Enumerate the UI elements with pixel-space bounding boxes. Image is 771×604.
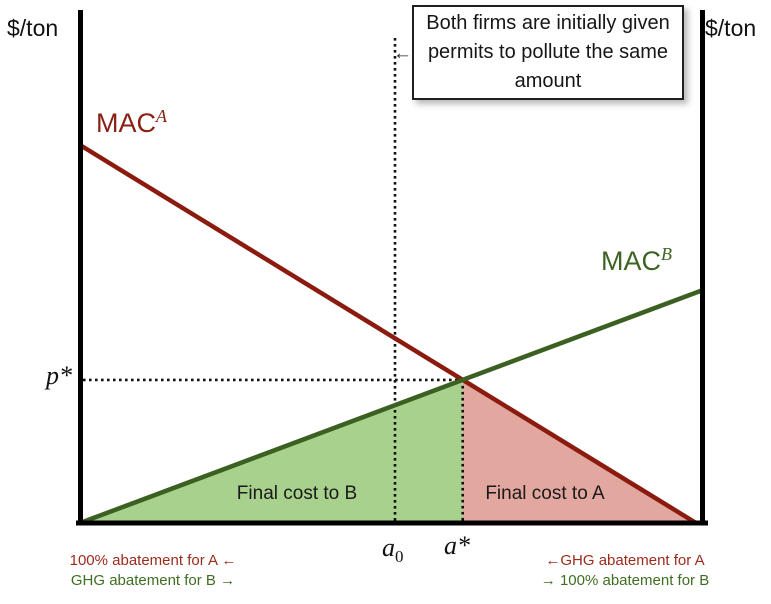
footnote-left-abatement-a: 100% abatement for A ←: [69, 552, 237, 569]
footnote-left-abatement-b: GHG abatement for B →: [70, 572, 236, 589]
left-axis-unit-label: $/ton: [7, 15, 59, 41]
annotation-arrow-icon: ←: [393, 43, 412, 64]
final-cost-a-label: Final cost to A: [485, 483, 605, 504]
final-cost-b-label: Final cost to B: [236, 483, 358, 504]
mac-b-label-base: MAC: [601, 246, 661, 276]
a-star-label: a*: [444, 531, 470, 560]
footnote-right-abatement-a: ←GHG abatement for A: [545, 552, 705, 569]
price-star-label: p*: [46, 361, 72, 390]
footnote-right-abatement-b: → 100% abatement for B: [540, 572, 710, 589]
a0-label-subscript: 0: [395, 547, 404, 567]
mac-a-label: MACA: [96, 106, 167, 139]
mac-a-curve: [78, 143, 698, 525]
annotation-text: Both firms are initially given permits t…: [426, 12, 670, 92]
a0-label-base: a: [382, 533, 395, 562]
mac-b-label: MACB: [601, 244, 672, 277]
mac-b-label-superscript: B: [661, 244, 672, 264]
footnote-left: 100% abatement for A ← GHG abatement for…: [40, 551, 266, 591]
annotation-box: Both firms are initially given permits t…: [412, 5, 684, 100]
mac-a-label-superscript: A: [156, 106, 167, 126]
mac-a-label-base: MAC: [96, 108, 156, 138]
right-axis-unit-label: $/ton: [705, 15, 757, 41]
a0-label: a0: [382, 533, 404, 567]
footnote-right: ←GHG abatement for A → 100% abatement fo…: [506, 551, 744, 591]
mac-b-curve: [79, 287, 704, 526]
